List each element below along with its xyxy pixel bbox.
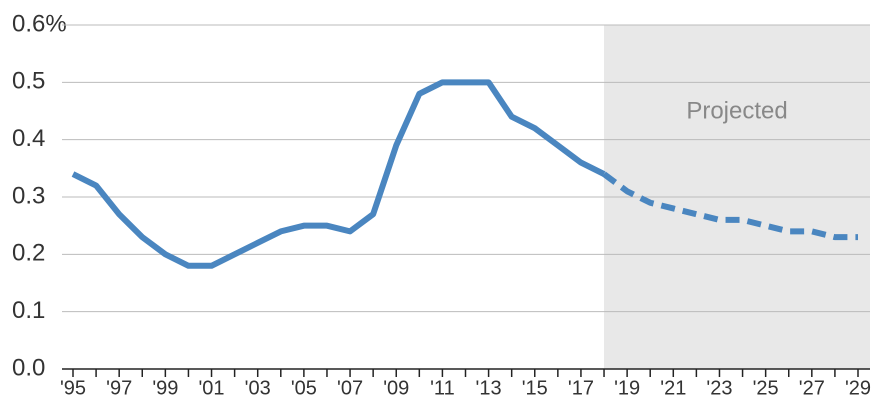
y-tick-label: 0.2 (12, 240, 45, 267)
x-tick-label: '19 (614, 377, 640, 399)
y-tick-label: 0.6% (12, 10, 67, 37)
y-tick-label: 0.0 (12, 354, 45, 381)
x-tick-label: '17 (568, 377, 594, 399)
x-tick-label: '01 (198, 377, 224, 399)
x-tick-label: '23 (706, 377, 732, 399)
x-tick-label: '29 (845, 377, 871, 399)
y-tick-label: 0.5 (12, 68, 45, 95)
x-tick-label: '07 (337, 377, 363, 399)
series-line (71, 79, 606, 269)
y-tick-label: 0.1 (12, 297, 45, 324)
x-tick-label: '15 (522, 377, 548, 399)
x-tick-label: '95 (60, 377, 86, 399)
x-tick-label: '25 (753, 377, 779, 399)
x-tick-label: '05 (291, 377, 317, 399)
projected-label: Projected (686, 97, 787, 124)
y-tick-label: 0.3 (12, 182, 45, 209)
x-tick-label: '99 (152, 377, 178, 399)
x-tick-label: '27 (799, 377, 825, 399)
x-tick-label: '03 (245, 377, 271, 399)
x-tick-label: '13 (476, 377, 502, 399)
x-tick-label: '97 (106, 377, 132, 399)
y-tick-label: 0.4 (12, 125, 45, 152)
x-tick-label: '09 (383, 377, 409, 399)
x-tick-label: '11 (430, 377, 455, 399)
series-line (602, 171, 858, 241)
x-tick-label: '21 (660, 377, 686, 399)
